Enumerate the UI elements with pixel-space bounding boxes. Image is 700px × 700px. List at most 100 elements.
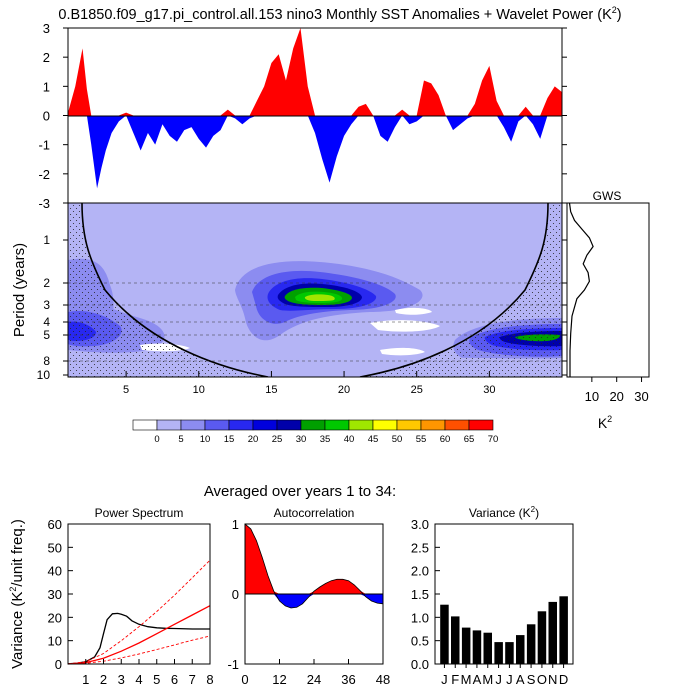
wavelet-x-axis: 5 10 15 20 25 30: [123, 371, 495, 396]
sst-negative-area: [68, 115, 562, 189]
ps-ytick-label: 10: [48, 634, 62, 649]
wavelet-low-right3: [395, 307, 432, 315]
acr-ytick-label: 1: [232, 517, 239, 532]
var-xtick-label: N: [548, 672, 557, 687]
wavelet-ytick-label: 8: [43, 354, 50, 368]
sst-ytick-label: 0: [43, 109, 50, 124]
var-bar: [526, 624, 536, 664]
var-ytick-label: 2.5: [411, 540, 429, 555]
var-bar: [548, 601, 557, 664]
gws-xtick-label: 30: [634, 389, 648, 404]
var-xtick-label: J: [506, 672, 513, 687]
colorbar-label: 0: [154, 434, 159, 445]
wavelet-ytick-label: 2: [43, 276, 50, 290]
colorbar-label: 20: [248, 434, 259, 445]
var-bar: [461, 627, 471, 664]
gws-curve: [568, 202, 594, 377]
ps-title: Power Spectrum: [95, 506, 184, 520]
var-bar: [472, 630, 482, 664]
gws-xtick-label: 20: [609, 389, 623, 404]
colorbar-label: 35: [320, 434, 331, 445]
colorbar-box: [132, 419, 158, 431]
var-bar: [494, 642, 503, 664]
colorbar-box: [228, 419, 254, 431]
gws-x-axis: 10 20 30: [585, 377, 649, 404]
gws-xlabel: K2: [598, 414, 612, 431]
ps-ytick-label: 20: [48, 610, 62, 625]
colorbar-label: 25: [272, 434, 283, 445]
sst-y-axis: -3 -2 -1 0 1 2 3: [38, 21, 567, 211]
acr-y-axis: -1 0 1: [227, 517, 250, 672]
var-xtick-label: M: [461, 672, 472, 687]
wavelet-xtick-label: 20: [338, 384, 350, 396]
wavelet-coi-line: [81, 203, 549, 377]
var-bar: [537, 611, 547, 664]
wavelet-low-right2: [380, 347, 425, 356]
colorbar-label: 30: [296, 434, 307, 445]
ps-series-upper-bound: [67, 559, 211, 665]
colorbar-label: 50: [392, 434, 403, 445]
colorbar-label: 70: [488, 434, 499, 445]
acr-ytick-label: -1: [227, 657, 239, 672]
sst-ytick-label: -3: [38, 196, 50, 211]
var-xtick-label: J: [441, 672, 448, 687]
var-bar: [483, 632, 492, 664]
ps-ylabel: Variance (K2/unit freq.): [8, 519, 26, 669]
colorbar-box: [156, 419, 182, 431]
colorbar-label: 15: [224, 434, 235, 445]
var-ytick-label: 0.0: [411, 657, 429, 672]
colorbar-label: 55: [416, 434, 427, 445]
colorbar-box: [444, 419, 470, 431]
var-bar: [451, 616, 460, 664]
var-ytick-label: 1.5: [411, 587, 429, 602]
colorbar-label: 10: [200, 434, 211, 445]
wavelet-contour-center-l6: [304, 294, 335, 301]
colorbar-box: [276, 419, 302, 431]
wavelet-ytick-label: 3: [43, 298, 50, 312]
colorbar-box: [468, 419, 494, 431]
var-bar: [505, 642, 514, 664]
var-bar: [516, 635, 525, 664]
main-title: 0.B1850.f09_g17.pi_control.all.153 nino3…: [58, 5, 621, 23]
ps-xtick-label: 2: [100, 672, 107, 687]
wavelet-xtick-label: 25: [411, 384, 423, 396]
var-bar: [559, 596, 568, 664]
var-ytick-label: 0.5: [411, 634, 429, 649]
ps-series-spectrum: [67, 612, 210, 665]
colorbar-box: [180, 419, 206, 431]
wavelet-ytick-label: 5: [43, 328, 50, 342]
ps-series-red-noise: [67, 605, 211, 665]
colorbar-label: 60: [440, 434, 451, 445]
colorbar-box: [420, 419, 446, 431]
ps-xtick-label: 7: [189, 672, 196, 687]
colorbar-box: [324, 419, 350, 431]
gws-frame: [566, 202, 650, 378]
colorbar-label: 65: [464, 434, 475, 445]
wavelet-ytick-label: 1: [43, 233, 50, 247]
sst-positive-area: [68, 28, 562, 116]
ps-series-lower-bound: [67, 635, 211, 665]
acr-xtick-label: 24: [307, 672, 321, 687]
colorbar-box: [204, 419, 230, 431]
colorbar-box: [300, 419, 326, 431]
colorbar-label: 40: [344, 434, 355, 445]
gws-xtick-label: 10: [585, 389, 599, 404]
acr-xtick-label: 36: [341, 672, 355, 687]
sst-ytick-label: 3: [43, 21, 50, 36]
wavelet-xtick-label: 5: [123, 384, 129, 396]
acr-title: Autocorrelation: [274, 506, 355, 520]
wavelet-xtick-label: 10: [193, 384, 205, 396]
var-y-axis: 0.0 0.5 1.0 1.5 2.0 2.5 3.0: [411, 517, 440, 672]
gws-panel: GWS 10 20 30 K2: [566, 189, 650, 431]
ps-xtick-label: 4: [135, 672, 142, 687]
wavelet-period-gridlines: [68, 282, 562, 362]
acr-x-axis: 0 12 24 36 48: [241, 659, 390, 687]
ps-xtick-label: 1: [82, 672, 89, 687]
ps-xtick-label: 3: [118, 672, 125, 687]
colorbar-label: 5: [178, 434, 183, 445]
var-xtick-label: S: [527, 672, 536, 687]
